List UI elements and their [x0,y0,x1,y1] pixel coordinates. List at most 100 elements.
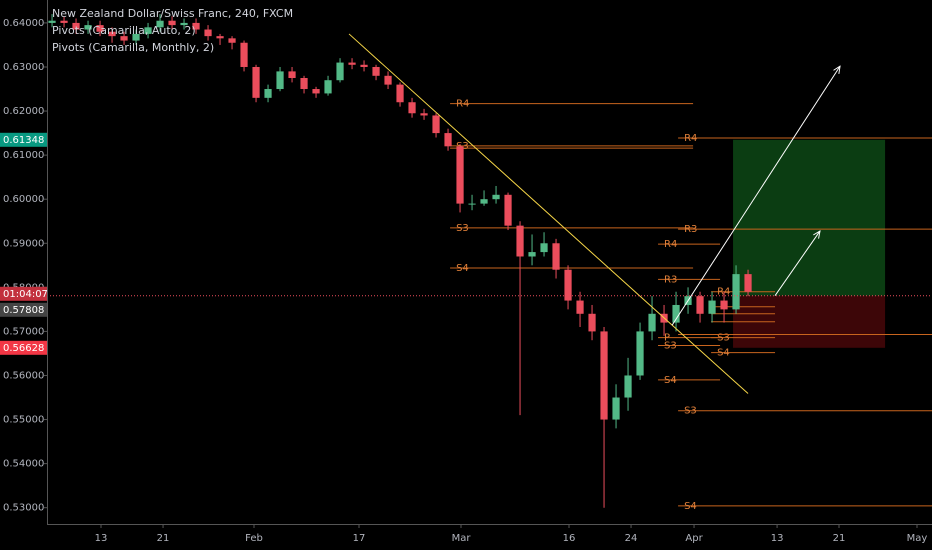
candle-body [48,20,56,23]
candle-body [96,25,104,32]
x-tick-label: 13 [95,533,108,544]
candle-body [84,25,92,30]
y-tick-label: 0.63000 [3,62,44,73]
countdown-label-box [0,286,47,301]
candle-body [300,78,308,90]
y-tick-label: 0.61000 [3,150,44,161]
candle-body [648,313,656,332]
candle-body [108,31,116,37]
x-tick-label: 13 [771,533,784,544]
candle-body [60,20,68,23]
candle-body [324,80,332,94]
candle-body [276,71,284,90]
pivot-label: R3 [684,224,697,235]
candle-body [516,225,524,257]
x-tick-label: 21 [833,533,846,544]
candle-body [168,20,176,26]
pivot-label: P [664,333,670,344]
profit-zone [733,139,886,296]
plot-area: R4S3S3S4R4R3R4R3PS3S4R4S3S4S3S4 [48,14,932,512]
take-profit-label-box [0,132,47,147]
candle-body [636,331,644,376]
pivot-label: S4 [684,501,697,512]
stop-loss-label-box [0,340,47,355]
y-tick-label: 0.57000 [3,326,44,337]
candle-body [384,75,392,85]
candle-body [132,33,140,41]
candle-body [312,89,320,94]
candle-body [624,375,632,398]
candle-body [228,38,236,43]
candle-body [420,113,428,116]
candle-body [120,36,128,41]
pivot-label: R3 [664,274,677,285]
indicator-legend: Pivots (Camarilla, Monthly, 2) [52,41,214,54]
candle-body [156,20,164,28]
trendline [348,33,749,394]
x-tick-label: 16 [563,533,576,544]
candle-body [396,84,404,103]
candle-body [552,243,560,270]
candle-body [360,64,368,67]
candle-body [528,252,536,257]
arrow [774,231,820,296]
candle-body [444,133,452,147]
current-price-label: 0.57808 [3,305,44,316]
pivot-label: R4 [664,239,677,250]
candle-body [240,42,248,67]
candle-body [288,71,296,79]
y-tick-label: 0.62000 [3,106,44,117]
candle-body [540,243,548,253]
y-tick-label: 0.59000 [3,238,44,249]
candle-body [144,27,152,34]
y-tick-label: 0.55000 [3,415,44,426]
candle-body [408,102,416,114]
candle-body [252,66,260,98]
pivot-label: R4 [456,99,469,110]
candle-body [492,194,500,200]
candle-body [600,331,608,420]
y-tick-label: 0.54000 [3,459,44,470]
candle-body [576,300,584,314]
candle-body [180,22,188,26]
x-tick-label: 24 [625,533,638,544]
x-tick-label: Mar [452,533,472,544]
candle-body [696,296,704,314]
candle-body [456,146,464,204]
x-tick-label: 17 [353,533,366,544]
pivot-label: R4 [684,133,697,144]
current-price-label-box [0,302,47,317]
candle-body [588,313,596,332]
candle-body [672,304,680,323]
y-tick-label: 0.60000 [3,194,44,205]
candle-body [612,397,620,420]
pivot-label: S3 [664,341,677,352]
pivot-label: S4 [456,263,469,274]
candle-body [204,29,212,37]
pivot-label: S4 [717,348,730,359]
arrow [671,66,840,326]
candle-body [732,274,740,310]
candle-body [336,62,344,81]
x-tick-label: 21 [157,533,170,544]
candle-body [708,300,716,314]
candle-body [192,22,200,30]
y-tick-label: 0.56000 [3,370,44,381]
candle-body [264,89,272,98]
pivot-label: S3 [684,406,697,417]
take-profit-label: 0.61348 [3,135,44,146]
y-tick-label: 0.64000 [3,18,44,29]
y-tick-label: 0.53000 [3,503,44,514]
pivot-label: S3 [717,333,730,344]
candle-body [564,269,572,301]
pivot-label: S3 [456,223,469,234]
candle-body [744,274,752,292]
candle-body [504,194,512,226]
x-tick-label: Feb [245,533,263,544]
candle-body [216,36,224,39]
chart-title: New Zealand Dollar/Swiss Franc, 240, FXC… [52,7,293,20]
x-tick-label: May [907,533,928,544]
candle-body [348,62,356,65]
pivot-label: S4 [664,375,677,386]
